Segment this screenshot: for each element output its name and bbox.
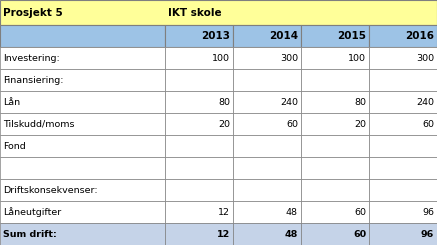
Bar: [369, 113, 437, 135]
Text: 2015: 2015: [337, 31, 366, 41]
Text: IKT skole: IKT skole: [168, 8, 222, 17]
Bar: [0, 179, 165, 201]
Text: 2016: 2016: [405, 31, 434, 41]
Bar: [165, 223, 233, 245]
Bar: [0, 91, 165, 113]
Bar: [301, 223, 369, 245]
Bar: [233, 223, 301, 245]
Bar: [0, 201, 165, 223]
Text: 60: 60: [422, 120, 434, 128]
Text: 12: 12: [218, 208, 230, 217]
Bar: [369, 69, 437, 91]
Text: 100: 100: [212, 53, 230, 62]
Text: 80: 80: [354, 98, 366, 107]
Bar: [0, 157, 165, 179]
Bar: [233, 157, 301, 179]
Text: 2014: 2014: [269, 31, 298, 41]
Bar: [233, 25, 301, 47]
Text: Sum drift:: Sum drift:: [3, 230, 57, 238]
Bar: [369, 91, 437, 113]
Bar: [301, 91, 369, 113]
Bar: [0, 135, 165, 157]
Text: 96: 96: [421, 230, 434, 238]
Bar: [165, 157, 233, 179]
Text: 300: 300: [416, 53, 434, 62]
Bar: [233, 179, 301, 201]
Bar: [301, 135, 369, 157]
Text: 2013: 2013: [201, 31, 230, 41]
Bar: [165, 135, 233, 157]
Bar: [165, 113, 233, 135]
Bar: [233, 201, 301, 223]
Text: 12: 12: [217, 230, 230, 238]
Bar: [0, 223, 165, 245]
Text: Finansiering:: Finansiering:: [3, 75, 63, 85]
Bar: [233, 113, 301, 135]
Text: Investering:: Investering:: [3, 53, 60, 62]
Text: Lån: Lån: [3, 98, 20, 107]
Text: 60: 60: [286, 120, 298, 128]
Bar: [369, 179, 437, 201]
Bar: [165, 201, 233, 223]
Bar: [233, 69, 301, 91]
Bar: [0, 113, 165, 135]
Bar: [369, 25, 437, 47]
Bar: [0, 0, 437, 25]
Text: 20: 20: [354, 120, 366, 128]
Text: 100: 100: [348, 53, 366, 62]
Bar: [165, 91, 233, 113]
Bar: [301, 47, 369, 69]
Text: Tilskudd/moms: Tilskudd/moms: [3, 120, 74, 128]
Bar: [301, 201, 369, 223]
Bar: [369, 47, 437, 69]
Text: 60: 60: [353, 230, 366, 238]
Bar: [369, 157, 437, 179]
Bar: [369, 201, 437, 223]
Bar: [233, 135, 301, 157]
Text: 80: 80: [218, 98, 230, 107]
Bar: [0, 69, 165, 91]
Bar: [165, 69, 233, 91]
Bar: [301, 113, 369, 135]
Text: Fond: Fond: [3, 142, 26, 150]
Text: Låneutgifter: Låneutgifter: [3, 207, 61, 217]
Bar: [301, 179, 369, 201]
Bar: [0, 25, 165, 47]
Bar: [369, 223, 437, 245]
Bar: [165, 25, 233, 47]
Bar: [301, 25, 369, 47]
Text: 300: 300: [280, 53, 298, 62]
Text: 240: 240: [416, 98, 434, 107]
Bar: [301, 157, 369, 179]
Text: 48: 48: [284, 230, 298, 238]
Bar: [165, 47, 233, 69]
Bar: [233, 91, 301, 113]
Bar: [0, 47, 165, 69]
Bar: [233, 47, 301, 69]
Text: Driftskonsekvenser:: Driftskonsekvenser:: [3, 185, 97, 195]
Bar: [369, 135, 437, 157]
Text: 48: 48: [286, 208, 298, 217]
Bar: [301, 69, 369, 91]
Text: 96: 96: [422, 208, 434, 217]
Text: 20: 20: [218, 120, 230, 128]
Text: Prosjekt 5: Prosjekt 5: [3, 8, 63, 17]
Bar: [165, 179, 233, 201]
Text: 240: 240: [280, 98, 298, 107]
Text: 60: 60: [354, 208, 366, 217]
